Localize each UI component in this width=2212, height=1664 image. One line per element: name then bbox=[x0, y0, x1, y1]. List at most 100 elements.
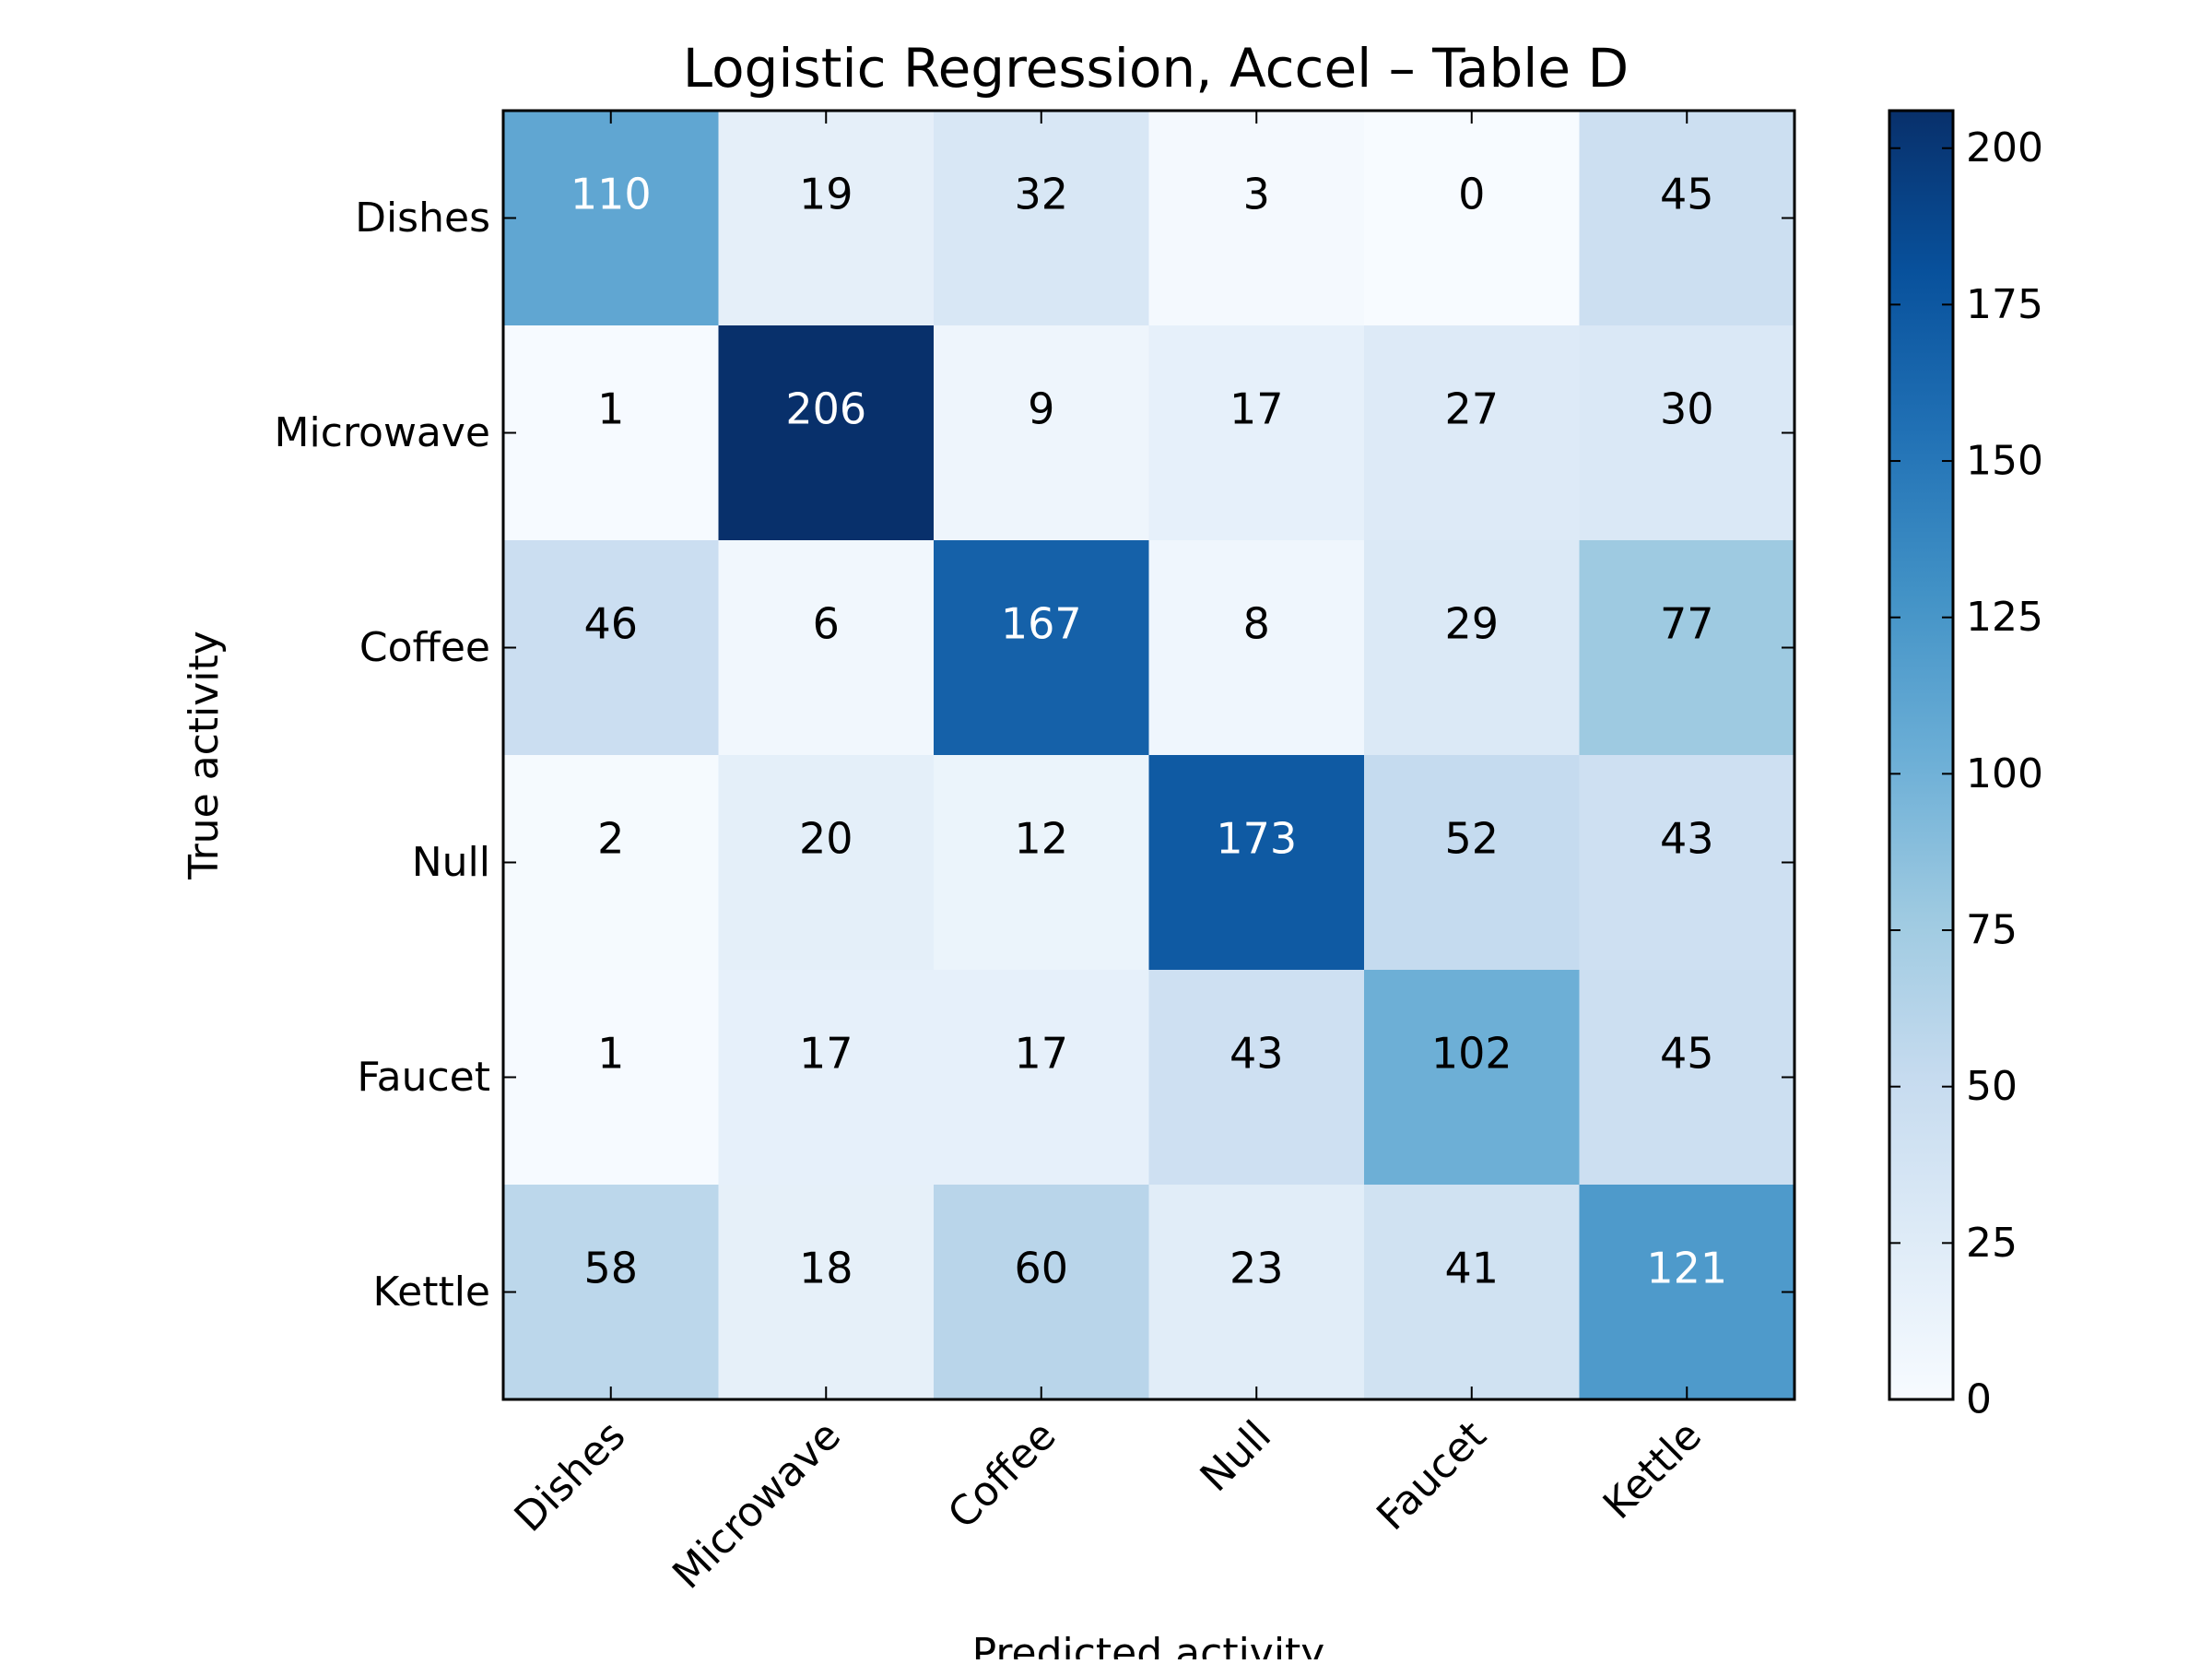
cell-value-label: 27 bbox=[1444, 384, 1499, 434]
colorbar-ticks: 0 25 50 75 100 125 150 175 200 bbox=[1889, 124, 2043, 1423]
colorbar-tick-label: 50 bbox=[1966, 1063, 2018, 1110]
colorbar bbox=[1888, 109, 1955, 1401]
cell-value-label: 3 bbox=[1243, 170, 1270, 219]
cell-value-label: 9 bbox=[1028, 384, 1054, 434]
cell-value-label: 23 bbox=[1230, 1244, 1284, 1293]
cell-value-label: 0 bbox=[1458, 170, 1485, 219]
x-tick-label: Coffee bbox=[939, 1412, 1065, 1539]
heatmap-cell-coffee-kettle bbox=[1579, 540, 1795, 756]
cell-value-label: 6 bbox=[813, 599, 840, 649]
cell-value-label: 32 bbox=[1014, 170, 1068, 219]
y-tick-label: Microwave bbox=[275, 409, 490, 456]
cell-value-label: 167 bbox=[1001, 599, 1082, 649]
heatmap-cell-null-coffee bbox=[934, 755, 1149, 971]
x-tick-label: Microwave bbox=[664, 1412, 850, 1599]
y-tick-label: Faucet bbox=[357, 1054, 490, 1101]
colorbar-tick-label: 75 bbox=[1966, 907, 2018, 954]
heatmap-cell-null-kettle bbox=[1579, 755, 1795, 971]
cell-value-label: 206 bbox=[785, 384, 866, 434]
cell-value-label: 19 bbox=[799, 170, 853, 219]
heatmap-cell-coffee-dishes bbox=[503, 540, 719, 756]
y-tick-label: Coffee bbox=[359, 624, 490, 671]
heatmap-cell-coffee-null bbox=[1148, 540, 1365, 756]
colorbar-tick-label: 100 bbox=[1966, 750, 2043, 797]
cell-value-label: 8 bbox=[1243, 599, 1270, 649]
heatmap-cell-null-microwave bbox=[718, 755, 935, 971]
heatmap-cell-faucet-kettle bbox=[1579, 970, 1795, 1186]
heatmap-cell-coffee-microwave bbox=[718, 540, 935, 756]
heatmap-cell-faucet-null bbox=[1148, 970, 1365, 1186]
cell-value-label: 173 bbox=[1216, 814, 1297, 864]
heatmap-cell-dishes-faucet bbox=[1364, 111, 1580, 326]
cell-value-label: 102 bbox=[1431, 1029, 1512, 1079]
heatmap-cell-faucet-faucet bbox=[1364, 970, 1580, 1186]
colorbar-tick-label: 125 bbox=[1966, 594, 2043, 641]
heatmap-cell-microwave-microwave bbox=[718, 325, 935, 541]
heatmap-cell-null-dishes bbox=[503, 755, 719, 971]
x-tick-label: Null bbox=[1192, 1412, 1280, 1501]
y-tick-label: Dishes bbox=[355, 195, 490, 242]
heatmap-cell-null-null bbox=[1148, 755, 1365, 971]
heatmap-cell-kettle-null bbox=[1148, 1185, 1365, 1400]
cell-value-label: 46 bbox=[583, 599, 638, 649]
heatmap-cell-dishes-coffee bbox=[934, 111, 1149, 326]
cell-value-label: 17 bbox=[799, 1029, 853, 1079]
cell-value-label: 17 bbox=[1014, 1029, 1068, 1079]
cell-value-label: 29 bbox=[1444, 599, 1499, 649]
heatmap-cell-dishes-kettle bbox=[1579, 111, 1795, 326]
heatmap-cell-faucet-coffee bbox=[934, 970, 1149, 1186]
heatmap-cell-microwave-faucet bbox=[1364, 325, 1580, 541]
x-tick-label: Dishes bbox=[506, 1412, 635, 1541]
heatmap-cell-dishes-dishes bbox=[503, 111, 719, 326]
cell-value-label: 77 bbox=[1660, 599, 1714, 649]
heatmap-cell-dishes-null bbox=[1148, 111, 1365, 326]
cell-value-label: 12 bbox=[1014, 814, 1068, 864]
heatmap-cell-coffee-faucet bbox=[1364, 540, 1580, 756]
heatmap-cell-microwave-kettle bbox=[1579, 325, 1795, 541]
heatmap-cell-dishes-microwave bbox=[718, 111, 935, 326]
cell-value-label: 58 bbox=[583, 1244, 638, 1293]
cell-value-label: 43 bbox=[1230, 1029, 1284, 1079]
cell-value-label: 2 bbox=[597, 814, 624, 864]
cell-value-label: 45 bbox=[1660, 1029, 1714, 1079]
heatmap-cell-microwave-null bbox=[1148, 325, 1365, 541]
heatmap-cell-kettle-kettle bbox=[1579, 1185, 1795, 1400]
colorbar-tick-label: 0 bbox=[1966, 1376, 1992, 1423]
cell-value-label: 45 bbox=[1660, 170, 1714, 219]
cell-value-label: 52 bbox=[1444, 814, 1499, 864]
colorbar-tick-label: 25 bbox=[1966, 1220, 2018, 1267]
heatmap-cell-microwave-coffee bbox=[934, 325, 1149, 541]
heatmap-cell-faucet-microwave bbox=[718, 970, 935, 1186]
heatmap-cell-coffee-coffee bbox=[934, 540, 1149, 756]
cell-value-label: 17 bbox=[1230, 384, 1284, 434]
heatmap-cell-microwave-dishes bbox=[503, 325, 719, 541]
cell-value-label: 121 bbox=[1646, 1244, 1727, 1293]
plot-frame bbox=[501, 109, 1796, 1401]
heatmap-cell-kettle-coffee bbox=[934, 1185, 1149, 1400]
x-tick-label: Faucet bbox=[1368, 1412, 1495, 1540]
cell-value-label: 18 bbox=[799, 1244, 853, 1293]
cell-value-label: 30 bbox=[1660, 384, 1714, 434]
cell-value-label: 1 bbox=[597, 1029, 624, 1079]
heatmap-cell-kettle-microwave bbox=[718, 1185, 935, 1400]
heatmap-cells bbox=[503, 111, 1795, 1400]
y-axis-label: True activity bbox=[181, 631, 228, 880]
heatmap-cell-kettle-faucet bbox=[1364, 1185, 1580, 1400]
y-tick-label: Null bbox=[412, 839, 490, 886]
colorbar-tick-label: 200 bbox=[1966, 124, 2043, 171]
cell-value-label: 60 bbox=[1014, 1244, 1068, 1293]
cell-value-label: 43 bbox=[1660, 814, 1714, 864]
y-axis-ticks: Dishes Microwave Coffee Null Faucet Kettle bbox=[275, 195, 1794, 1316]
colorbar-tick-label: 175 bbox=[1966, 281, 2043, 328]
x-axis-label: Predicted activity bbox=[972, 1630, 1325, 1659]
cell-value-label: 1 bbox=[597, 384, 624, 434]
y-tick-label: Kettle bbox=[372, 1269, 490, 1316]
cell-value-label: 110 bbox=[571, 170, 652, 219]
cell-value-label: 20 bbox=[799, 814, 853, 864]
heatmap-cell-null-faucet bbox=[1364, 755, 1580, 971]
cell-value-label: 41 bbox=[1444, 1244, 1499, 1293]
colorbar-tick-label: 150 bbox=[1966, 438, 2043, 485]
